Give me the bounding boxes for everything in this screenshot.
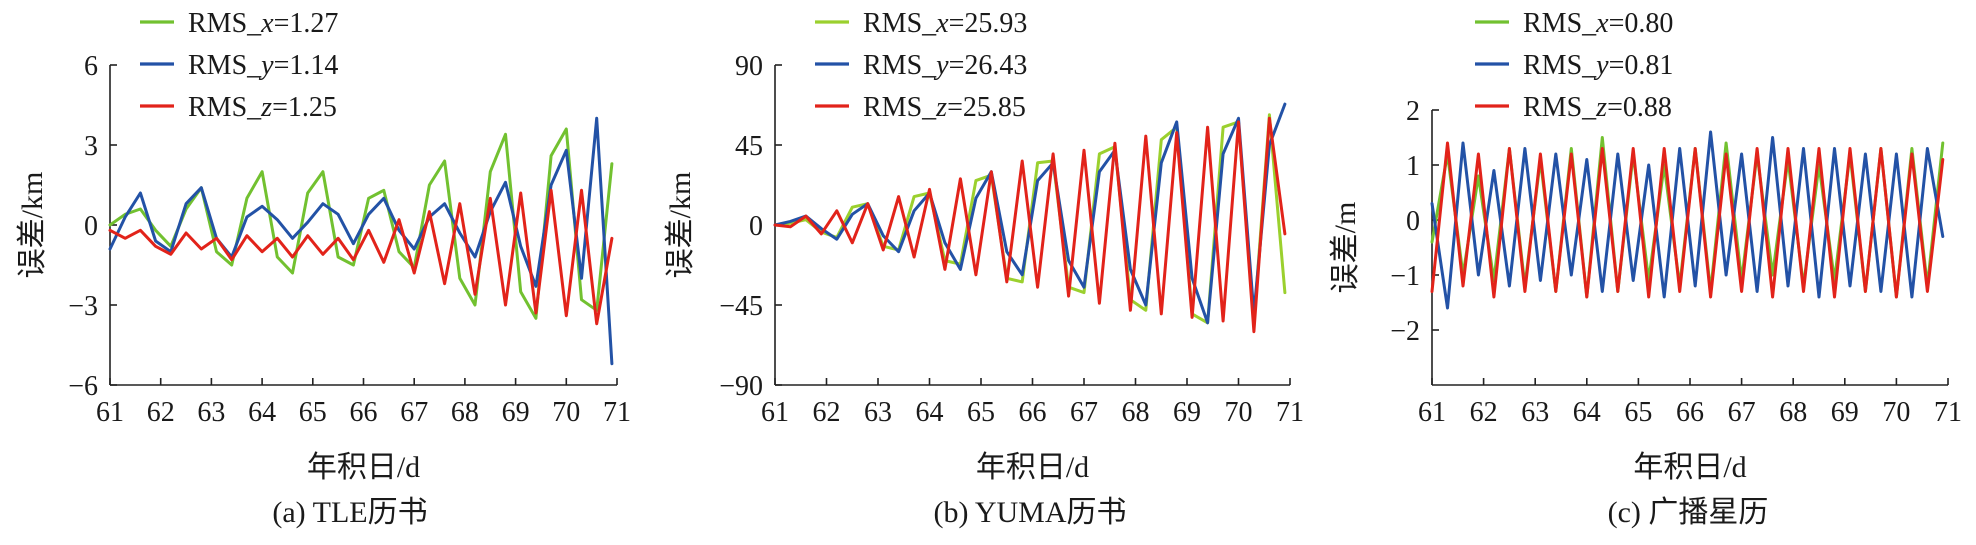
x-tick-label: 62 [1470,397,1498,428]
series-line-z [1430,141,1945,299]
x-tick-label: 71 [603,397,631,428]
chart-caption: (c) 广播星历 [1608,496,1769,529]
y-tick-label: 1 [1406,151,1420,182]
x-tick-label: 68 [451,397,479,428]
chart-caption: (a) TLE历书 [272,496,427,529]
legend-entry-y: RMS_y=1.14 [188,50,338,81]
y-tick-label: 0 [749,211,763,242]
x-tick-label: 64 [916,397,944,428]
y-tick-label: −2 [1390,316,1420,347]
x-tick-label: 64 [248,397,276,428]
x-tick-label: 70 [552,397,580,428]
y-tick-label: −3 [68,291,98,322]
legend-entry-z: RMS_z=0.88 [1523,92,1672,123]
x-tick-label: 67 [1728,397,1756,428]
x-tick-label: 63 [864,397,892,428]
y-tick-label: 45 [735,131,763,162]
y-tick-label: 0 [1406,206,1420,237]
x-tick-label: 69 [502,397,530,428]
y-tick-label: −45 [719,291,763,322]
x-tick-label: 68 [1779,397,1807,428]
x-tick-label: 67 [400,397,428,428]
x-tick-label: 70 [1882,397,1910,428]
legend-entry-z: RMS_z=1.25 [188,92,337,123]
x-tick-label: 71 [1934,397,1962,428]
chart-caption: (b) YUMA历书 [933,496,1126,529]
x-tick-label: 65 [967,397,995,428]
series-line-y [108,116,614,366]
x-tick-label: 65 [299,397,327,428]
x-tick-label: 68 [1122,397,1150,428]
x-tick-label: 63 [197,397,225,428]
x-axis-label: 年积日/d [1633,451,1746,484]
x-tick-label: 61 [96,397,124,428]
x-tick-label: 69 [1173,397,1201,428]
y-tick-label: −1 [1390,261,1420,292]
y-tick-label: −90 [719,371,763,402]
legend-entry-x: RMS_x=0.80 [1523,8,1673,39]
y-axis-label: 误差/m [1329,202,1362,294]
y-tick-label: 3 [84,131,98,162]
legend-entry-x: RMS_x=25.93 [863,8,1027,39]
y-axis-label: 误差/km [16,172,49,279]
chart-panel-2: 61 62 63 64 65 66 67 68 69 70 71 90 45 0 −45 −90 误差/km 年积… [664,8,1304,529]
y-tick-label: 6 [84,51,98,82]
x-tick-label: 61 [1418,397,1446,428]
x-axis-label: 年积日/d [307,451,420,484]
chart-panel-3: 61 62 63 64 65 66 67 68 69 70 71 2 1 0 −1 −2 误差/m 年积日/d (c… [1329,8,1962,529]
series-line-x [108,127,614,320]
x-tick-label: 70 [1225,397,1253,428]
legend-entry-z: RMS_z=25.85 [863,92,1026,123]
x-tick-label: 62 [813,397,841,428]
x-tick-label: 66 [1676,397,1704,428]
x-tick-label: 61 [761,397,789,428]
y-tick-label: 2 [1406,96,1420,127]
y-tick-label: 0 [84,211,98,242]
y-tick-label: −6 [68,371,98,402]
x-tick-label: 66 [350,397,378,428]
x-tick-label: 69 [1831,397,1859,428]
x-tick-label: 65 [1624,397,1652,428]
x-axis-label: 年积日/d [976,451,1089,484]
legend-entry-x: RMS_x=1.27 [188,8,338,39]
x-tick-label: 63 [1521,397,1549,428]
x-tick-label: 62 [147,397,175,428]
x-tick-label: 66 [1019,397,1047,428]
y-tick-label: 90 [735,51,763,82]
chart-panel-1: 61 62 63 64 65 66 67 68 69 70 71630−3−6误差/km年积日/d(… [16,8,631,529]
x-tick-label: 71 [1276,397,1304,428]
series-line-z [773,116,1287,334]
x-tick-label: 67 [1070,397,1098,428]
y-axis-label: 误差/km [664,172,697,279]
legend-entry-y: RMS_y=0.81 [1523,50,1673,81]
series-line-z [108,188,614,326]
x-tick-label: 64 [1573,397,1601,428]
legend-entry-y: RMS_y=26.43 [863,50,1027,81]
